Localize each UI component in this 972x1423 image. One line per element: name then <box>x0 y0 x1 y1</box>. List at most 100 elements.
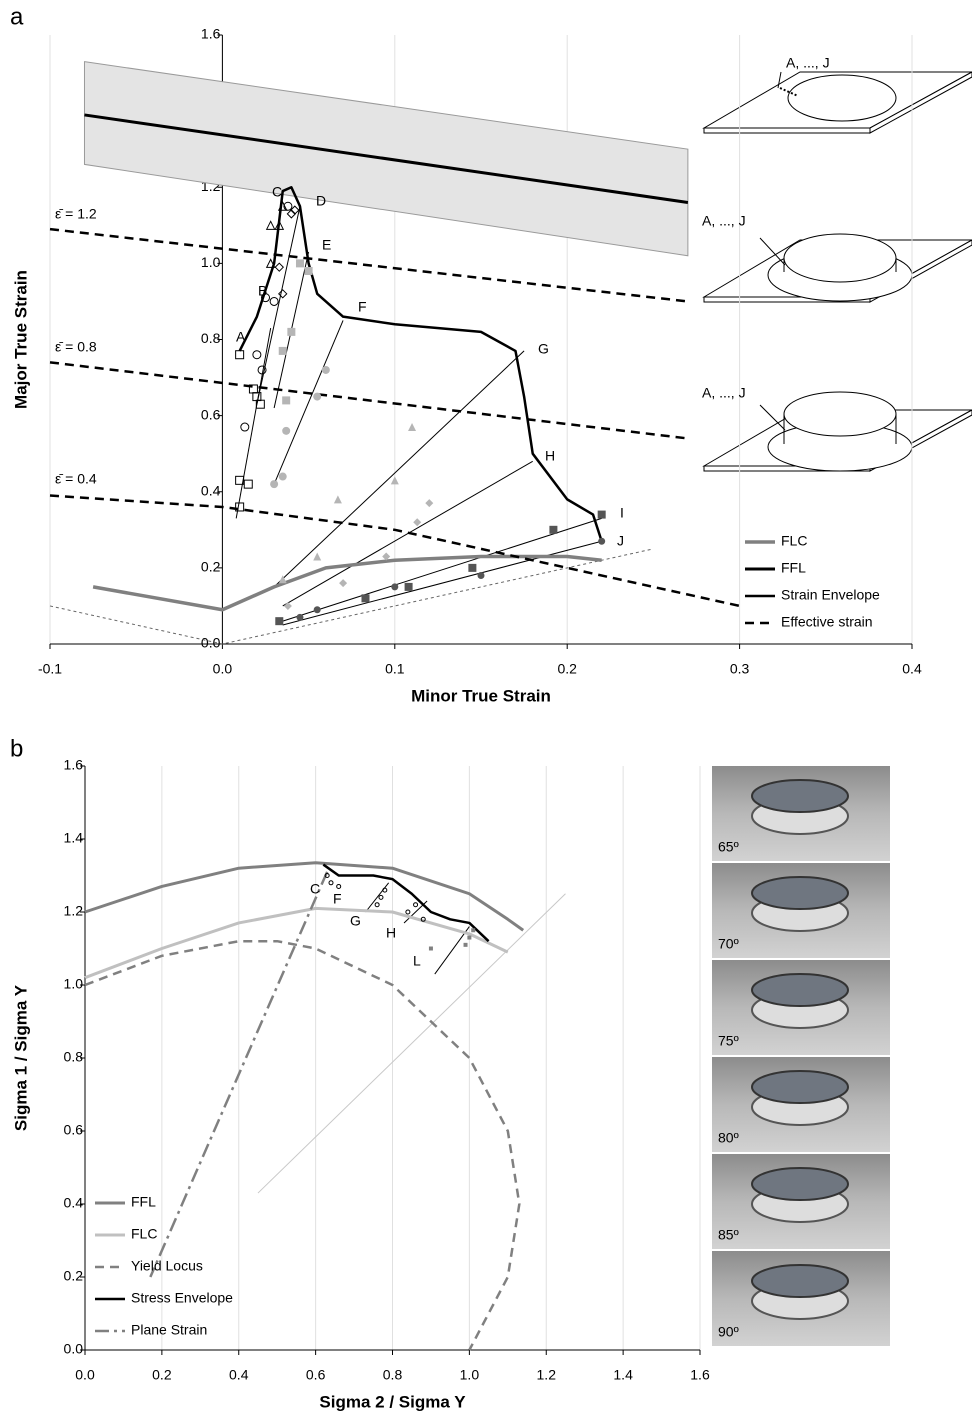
annotation: H <box>545 448 555 464</box>
photo-ring <box>751 1070 849 1104</box>
y-tick-label: 0.0 <box>64 1341 84 1357</box>
marker <box>278 472 287 481</box>
x-tick-label: 0.0 <box>213 661 233 677</box>
y-tick-label: 1.6 <box>201 26 221 42</box>
x-tick-label: 1.0 <box>460 1367 480 1383</box>
marker <box>283 601 292 610</box>
reference-line <box>434 926 470 975</box>
marker <box>257 365 267 375</box>
y-axis-title: Sigma 1 / Sigma Y <box>11 984 30 1131</box>
y-tick-label: 0.4 <box>64 1195 84 1211</box>
marker <box>290 205 300 215</box>
y-tick-label: 0.4 <box>201 482 221 498</box>
marker <box>235 502 245 512</box>
x-tick-label: 0.2 <box>557 661 577 677</box>
x-tick-label: 0.1 <box>385 661 405 677</box>
x-tick-label: 0.8 <box>383 1367 403 1383</box>
marker <box>404 582 413 591</box>
legend-label: FLC <box>131 1226 157 1242</box>
annotation: C <box>310 881 320 897</box>
annotation: D <box>316 193 326 209</box>
annotation: C <box>272 184 282 200</box>
marker <box>275 617 284 626</box>
x-axis-title: Minor True Strain <box>411 686 551 705</box>
photo-column: 65º 70º 75º 80º 85º 90º <box>712 766 890 1346</box>
x-tick-label: 1.4 <box>613 1367 633 1383</box>
marker <box>287 327 296 336</box>
marker <box>471 928 476 933</box>
annotation: A <box>236 329 246 345</box>
annotation: ε̄ = 0.4 <box>55 471 97 487</box>
inset-label: A, ..., J <box>702 213 746 229</box>
photo-label: 65º <box>718 839 739 855</box>
photo-ring <box>751 1264 849 1298</box>
marker <box>278 575 287 584</box>
inset-diagrams <box>702 71 972 472</box>
marker <box>277 201 288 211</box>
photo-label: 70º <box>718 936 739 952</box>
y-tick-label: 1.2 <box>64 903 84 919</box>
marker <box>477 571 485 579</box>
marker <box>597 510 606 519</box>
x-tick-label: 0.6 <box>306 1367 326 1383</box>
reference-line <box>256 206 301 405</box>
marker <box>391 583 399 591</box>
panel-label: b <box>10 735 23 762</box>
marker <box>296 613 304 621</box>
marker <box>378 894 384 900</box>
series-line <box>84 906 509 980</box>
marker <box>549 525 558 534</box>
marker <box>390 476 399 485</box>
x-tick-label: -0.1 <box>38 661 62 677</box>
marker <box>339 579 348 588</box>
y-axis-title: Major True Strain <box>11 270 30 409</box>
y-tick-label: 1.4 <box>64 830 84 846</box>
inset-label: A, ..., J <box>702 385 746 401</box>
marker <box>328 880 334 886</box>
marker <box>333 495 342 504</box>
marker <box>382 552 391 561</box>
photo-label: 85º <box>718 1227 739 1243</box>
marker <box>382 887 388 893</box>
reference-line <box>282 540 602 626</box>
marker <box>413 518 422 527</box>
series-line <box>84 939 521 1351</box>
panel-label: a <box>10 3 24 30</box>
marker <box>304 266 313 275</box>
x-axis-title: Sigma 2 / Sigma Y <box>319 1392 466 1411</box>
reference-line <box>49 548 654 645</box>
inset-plate <box>702 71 972 134</box>
legend-label: Effective strain <box>781 614 873 630</box>
y-tick-label: 0.8 <box>64 1049 84 1065</box>
marker <box>321 365 330 374</box>
marker <box>261 293 270 303</box>
marker <box>286 209 297 219</box>
annotation: F <box>333 891 342 907</box>
marker <box>336 883 342 889</box>
annotation: I <box>620 505 624 521</box>
marker <box>265 258 276 268</box>
marker <box>598 537 606 545</box>
series-line <box>84 861 525 932</box>
annotation: L <box>413 953 421 969</box>
marker <box>467 935 472 940</box>
annotation: G <box>350 913 361 929</box>
y-tick-label: 0.2 <box>64 1268 84 1284</box>
series-line <box>322 863 490 943</box>
marker <box>278 346 287 355</box>
marker <box>374 902 380 908</box>
marker <box>243 479 253 489</box>
marker <box>252 392 262 402</box>
y-tick-label: 0.8 <box>201 330 221 346</box>
reference-line <box>282 517 602 622</box>
legend-label: FFL <box>781 560 806 576</box>
marker <box>255 399 265 409</box>
x-tick-label: 0.2 <box>152 1367 172 1383</box>
y-tick-label: 0.0 <box>201 635 221 651</box>
annotation: G <box>538 341 549 357</box>
marker <box>270 480 279 489</box>
photo-label: 75º <box>718 1033 739 1049</box>
marker <box>313 552 322 561</box>
y-tick-label: 0.2 <box>201 559 221 575</box>
x-tick-label: 0.4 <box>229 1367 249 1383</box>
